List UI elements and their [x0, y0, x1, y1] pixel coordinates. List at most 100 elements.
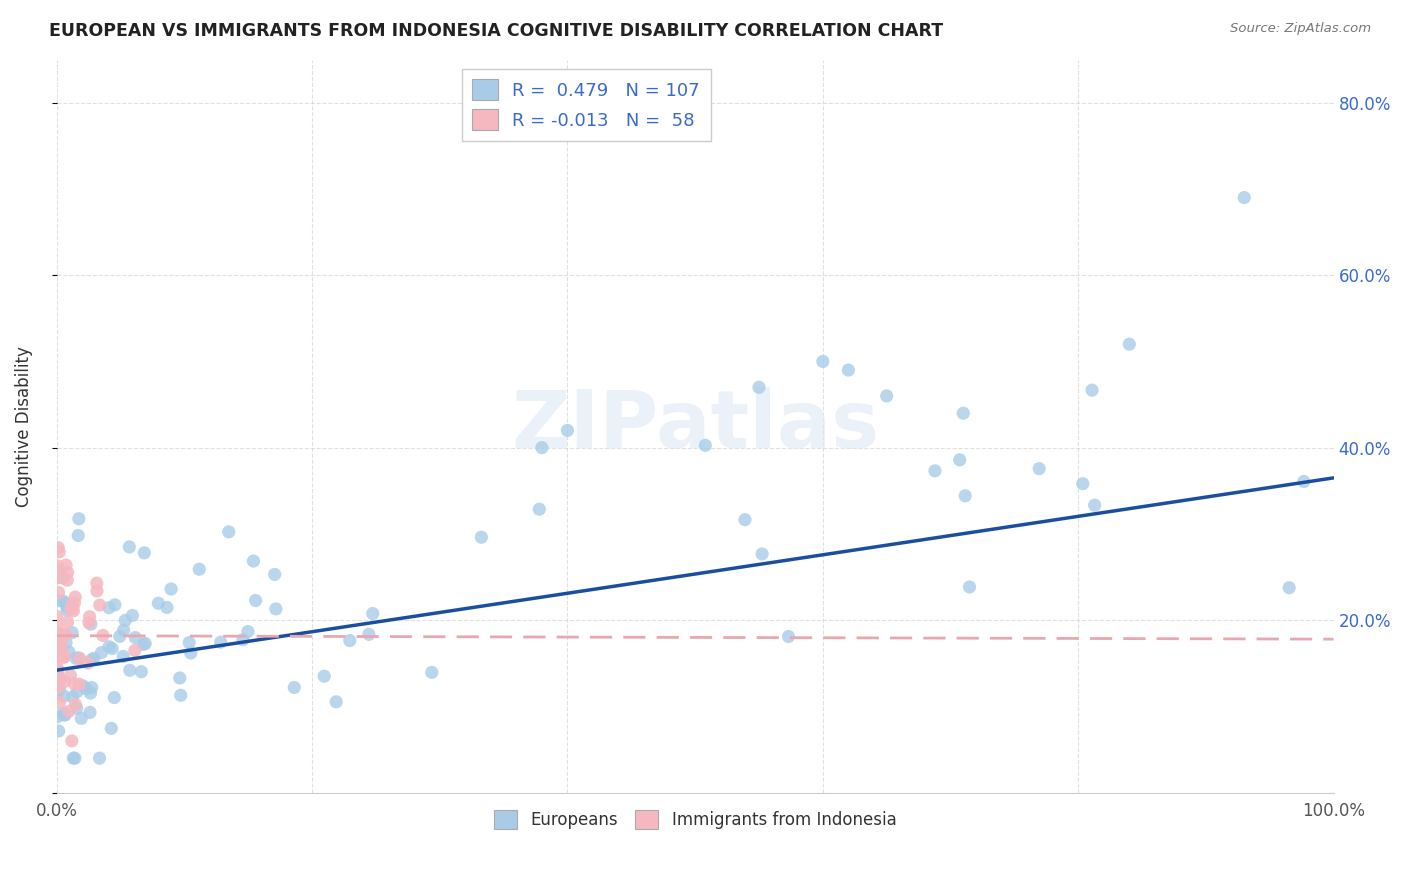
Europeans	[1292, 475, 1315, 489]
Europeans	[112, 649, 135, 664]
Europeans	[52, 689, 75, 703]
Europeans	[778, 630, 800, 644]
Europeans	[695, 438, 717, 452]
Text: Source: ZipAtlas.com: Source: ZipAtlas.com	[1230, 22, 1371, 36]
Europeans	[209, 635, 232, 649]
Immigrants from Indonesia	[55, 558, 77, 572]
Immigrants from Indonesia	[46, 559, 69, 574]
Europeans	[169, 671, 191, 685]
Immigrants from Indonesia	[60, 598, 83, 612]
Immigrants from Indonesia	[86, 584, 108, 599]
Europeans	[1118, 337, 1140, 351]
Europeans	[108, 629, 131, 643]
Europeans	[55, 596, 77, 610]
Europeans	[48, 723, 70, 738]
Europeans	[56, 603, 79, 617]
Europeans	[48, 593, 70, 607]
Europeans	[98, 640, 121, 654]
Europeans	[1071, 476, 1094, 491]
Europeans	[48, 637, 70, 651]
Europeans	[131, 665, 153, 679]
Immigrants from Indonesia	[60, 734, 83, 748]
Europeans	[134, 546, 156, 560]
Europeans	[811, 354, 834, 368]
Immigrants from Indonesia	[46, 635, 69, 649]
Europeans	[66, 684, 89, 698]
Europeans	[160, 582, 183, 596]
Europeans	[180, 646, 202, 660]
Immigrants from Indonesia	[55, 627, 77, 641]
Immigrants from Indonesia	[77, 615, 100, 630]
Europeans	[70, 711, 93, 725]
Europeans	[156, 600, 179, 615]
Immigrants from Indonesia	[65, 590, 87, 604]
Europeans	[52, 594, 75, 608]
Europeans	[924, 464, 946, 478]
Immigrants from Indonesia	[77, 656, 100, 670]
Europeans	[134, 636, 156, 650]
Europeans	[1081, 383, 1104, 397]
Europeans	[49, 673, 72, 687]
Europeans	[236, 624, 259, 639]
Europeans	[232, 632, 254, 647]
Immigrants from Indonesia	[48, 585, 70, 599]
Immigrants from Indonesia	[45, 609, 67, 624]
Europeans	[103, 690, 125, 705]
Europeans	[420, 665, 443, 680]
Europeans	[245, 593, 267, 607]
Europeans	[80, 681, 103, 695]
Europeans	[188, 562, 211, 576]
Immigrants from Indonesia	[79, 609, 101, 624]
Europeans	[62, 751, 84, 765]
Europeans	[67, 528, 90, 542]
Immigrants from Indonesia	[46, 649, 69, 664]
Europeans	[62, 690, 84, 705]
Europeans	[79, 706, 101, 720]
Europeans	[46, 648, 69, 663]
Immigrants from Indonesia	[53, 649, 76, 664]
Europeans	[121, 608, 143, 623]
Text: ZIPatlas: ZIPatlas	[510, 387, 879, 465]
Immigrants from Indonesia	[46, 632, 69, 646]
Immigrants from Indonesia	[46, 571, 69, 585]
Europeans	[361, 607, 384, 621]
Immigrants from Indonesia	[48, 564, 70, 578]
Europeans	[179, 635, 201, 649]
Immigrants from Indonesia	[49, 626, 72, 640]
Europeans	[65, 651, 87, 665]
Europeans	[46, 681, 69, 696]
Immigrants from Indonesia	[49, 632, 72, 646]
Europeans	[89, 751, 111, 765]
Europeans	[83, 651, 105, 665]
Europeans	[557, 424, 579, 438]
Europeans	[953, 489, 976, 503]
Europeans	[357, 627, 380, 641]
Europeans	[530, 441, 553, 455]
Europeans	[80, 617, 103, 632]
Immigrants from Indonesia	[60, 602, 83, 616]
Europeans	[748, 380, 770, 394]
Europeans	[734, 513, 756, 527]
Europeans	[218, 524, 240, 539]
Immigrants from Indonesia	[52, 650, 75, 665]
Europeans	[45, 686, 67, 700]
Immigrants from Indonesia	[46, 570, 69, 584]
Europeans	[80, 653, 103, 667]
Europeans	[949, 453, 972, 467]
Europeans	[529, 502, 551, 516]
Immigrants from Indonesia	[48, 639, 70, 653]
Immigrants from Indonesia	[53, 628, 76, 642]
Europeans	[264, 602, 287, 616]
Immigrants from Indonesia	[53, 674, 76, 689]
Immigrants from Indonesia	[91, 628, 114, 642]
Immigrants from Indonesia	[56, 566, 79, 580]
Europeans	[118, 663, 141, 677]
Europeans	[100, 722, 122, 736]
Europeans	[1233, 191, 1256, 205]
Europeans	[952, 406, 974, 420]
Europeans	[1084, 498, 1107, 512]
Europeans	[79, 686, 101, 700]
Europeans	[837, 363, 859, 377]
Europeans	[51, 570, 73, 584]
Immigrants from Indonesia	[63, 677, 86, 691]
